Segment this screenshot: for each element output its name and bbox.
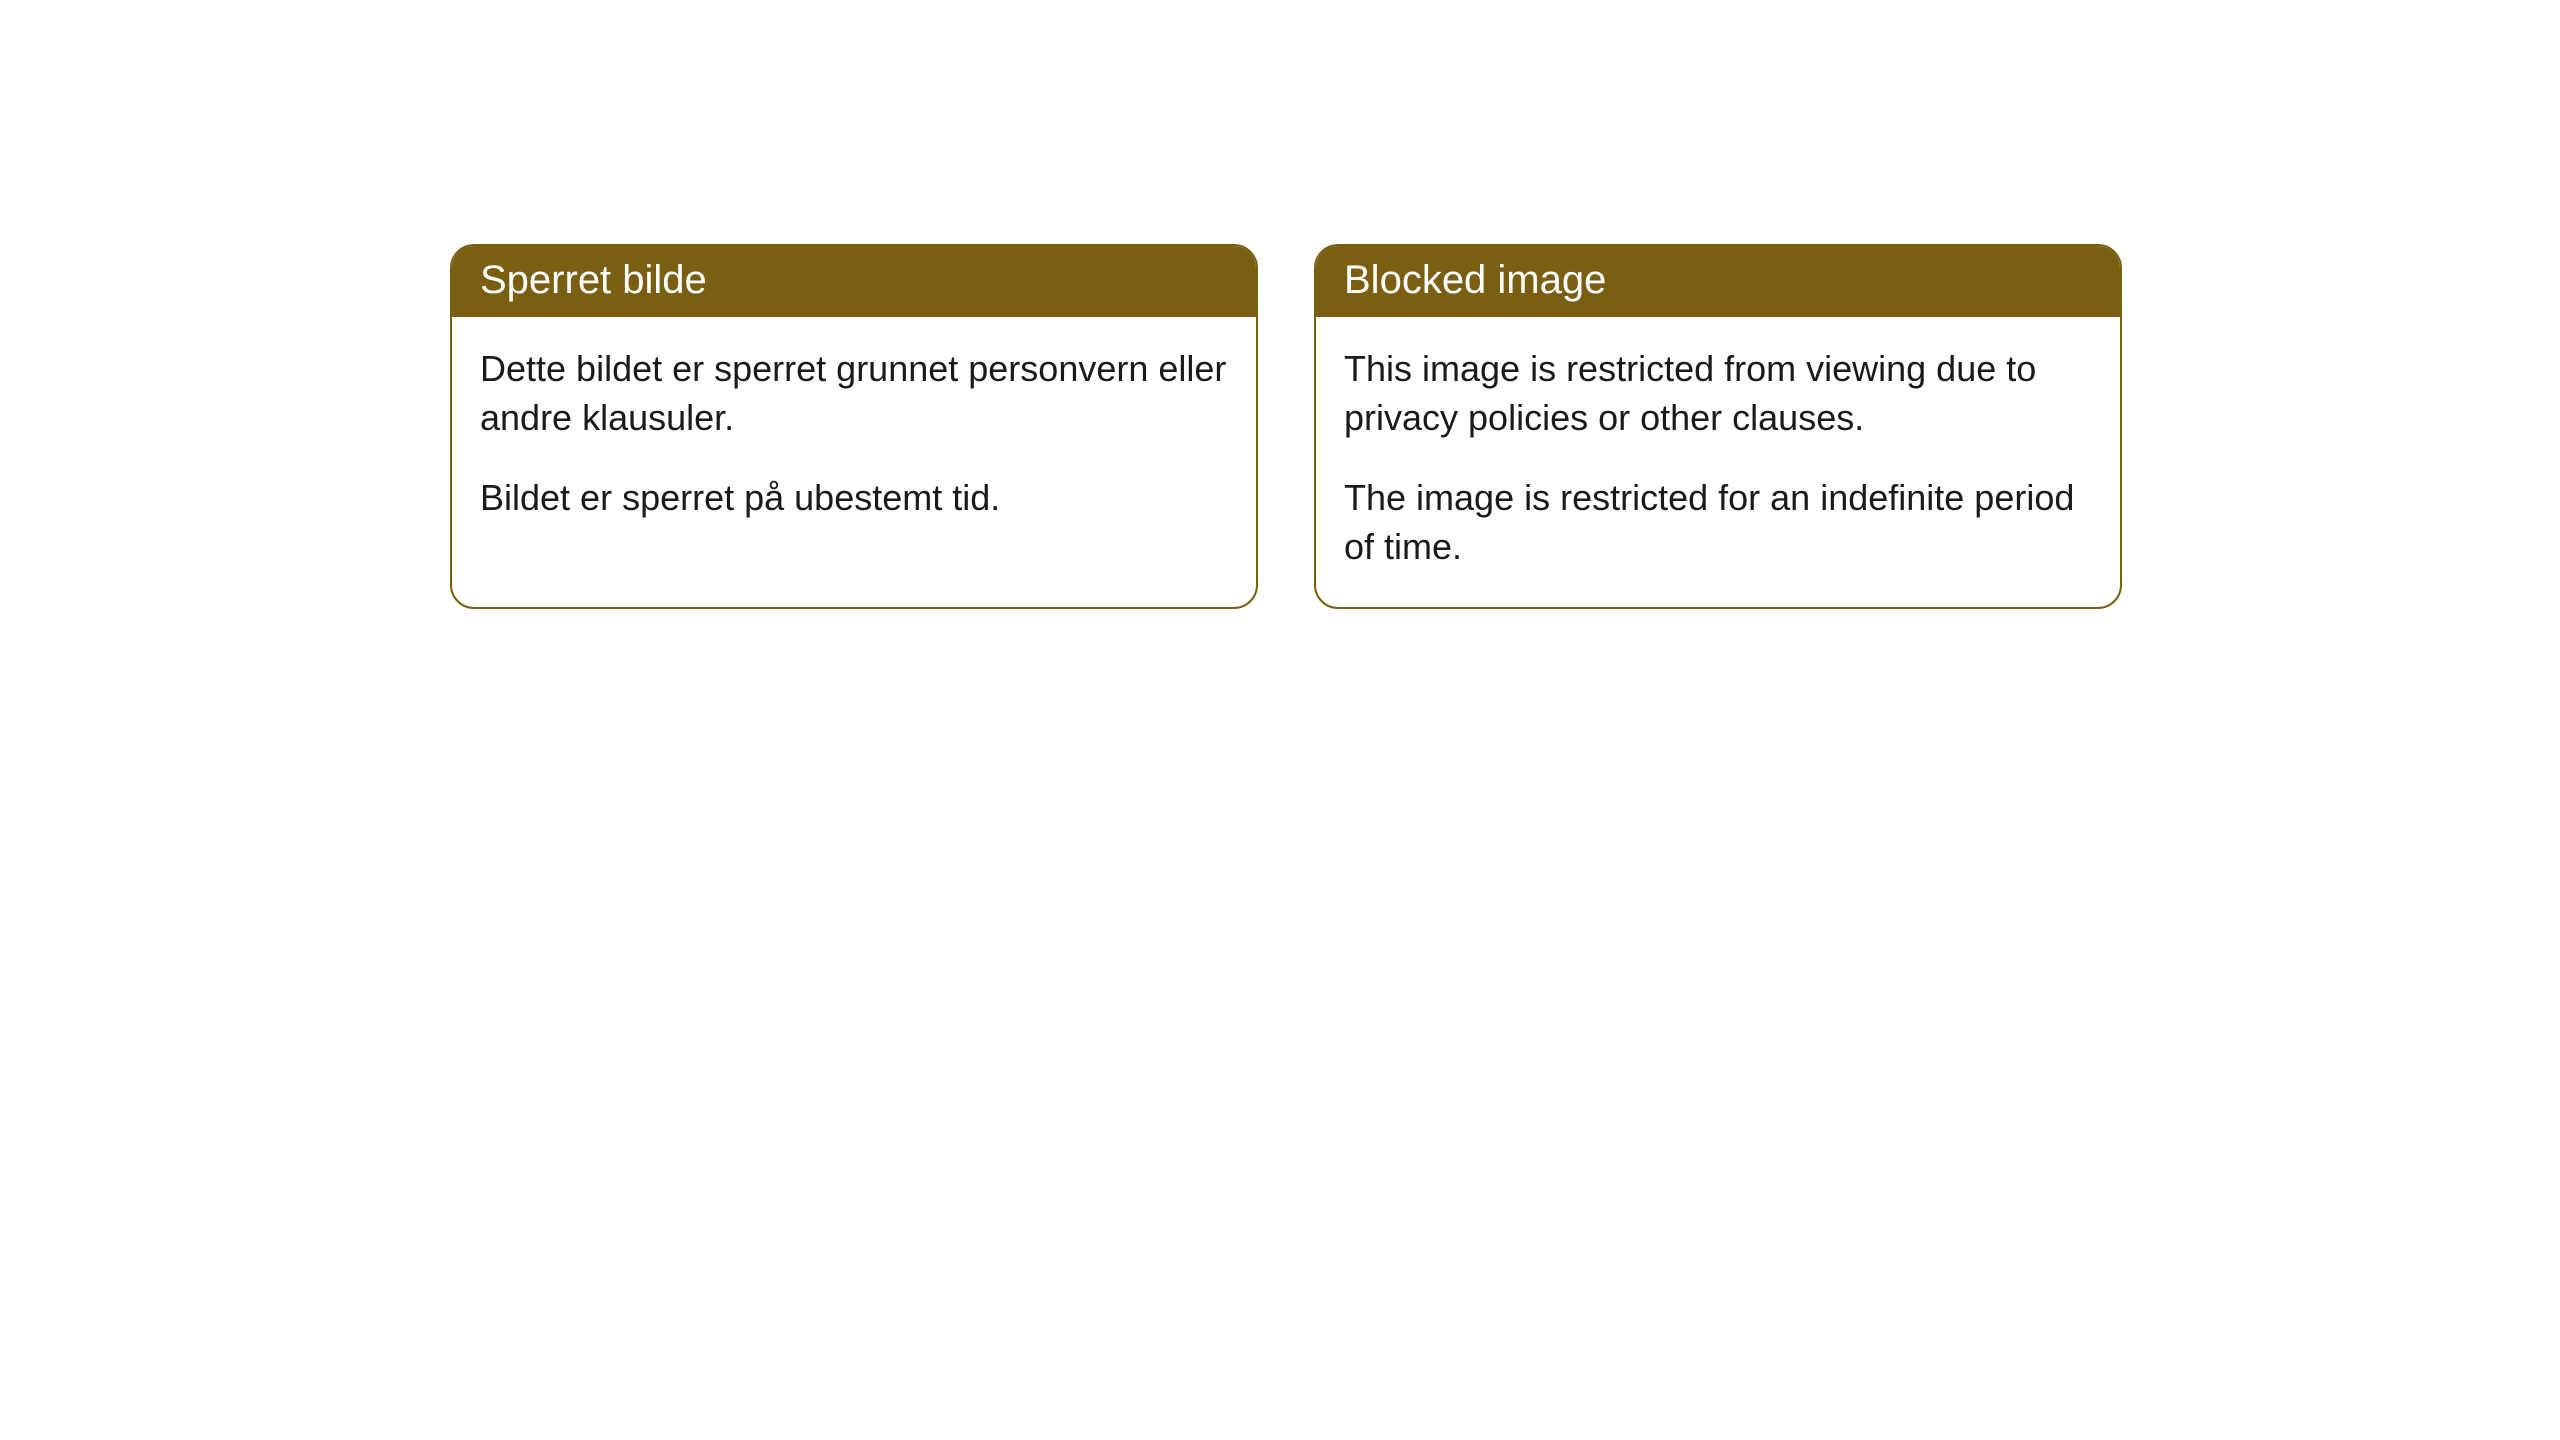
notice-paragraph-1-norwegian: Dette bildet er sperret grunnet personve… (480, 345, 1228, 442)
notice-container: Sperret bilde Dette bildet er sperret gr… (0, 0, 2560, 609)
notice-paragraph-2-norwegian: Bildet er sperret på ubestemt tid. (480, 474, 1228, 523)
notice-body-english: This image is restricted from viewing du… (1316, 317, 2120, 607)
notice-card-english: Blocked image This image is restricted f… (1314, 244, 2122, 609)
notice-paragraph-1-english: This image is restricted from viewing du… (1344, 345, 2092, 442)
notice-title-english: Blocked image (1316, 246, 2120, 317)
notice-title-norwegian: Sperret bilde (452, 246, 1256, 317)
notice-card-norwegian: Sperret bilde Dette bildet er sperret gr… (450, 244, 1258, 609)
notice-body-norwegian: Dette bildet er sperret grunnet personve… (452, 317, 1256, 559)
notice-paragraph-2-english: The image is restricted for an indefinit… (1344, 474, 2092, 571)
